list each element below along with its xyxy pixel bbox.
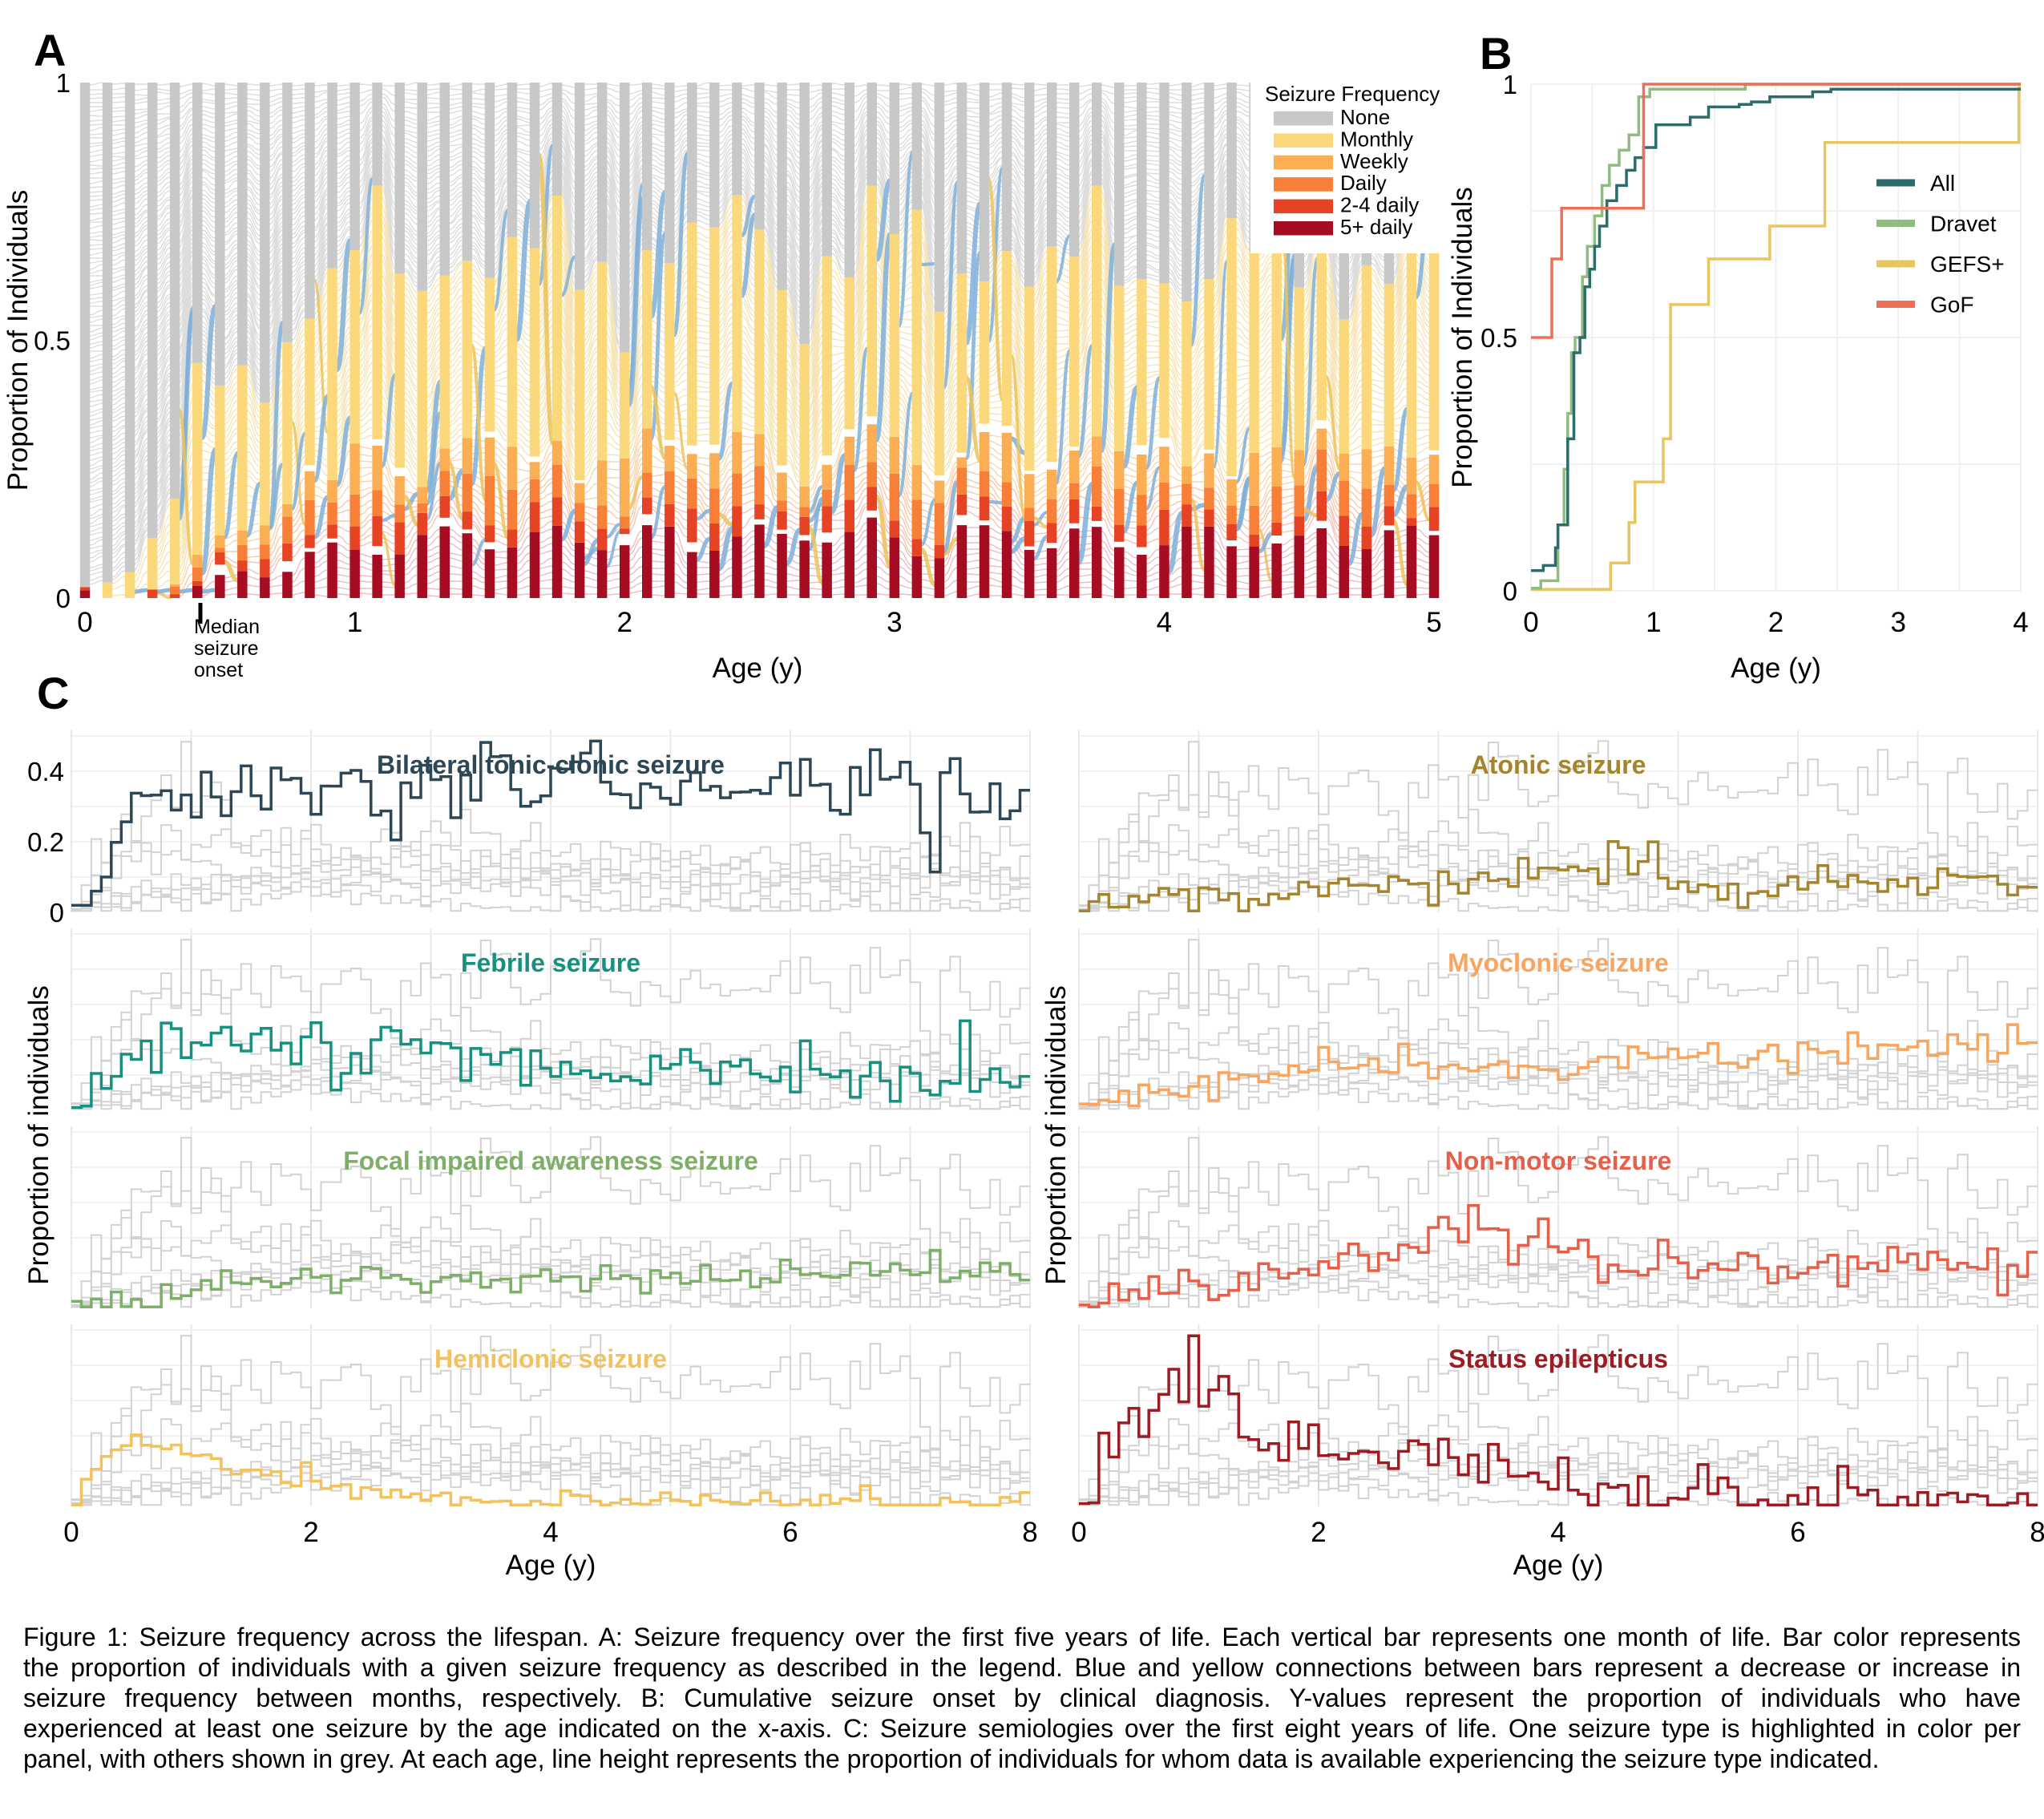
svg-text:Bilateral tonic-clonic seizure: Bilateral tonic-clonic seizure [377, 750, 725, 779]
svg-text:Febrile seizure: Febrile seizure [461, 948, 640, 977]
svg-text:B: B [1480, 28, 1512, 79]
svg-text:Non-motor seizure: Non-motor seizure [1445, 1146, 1672, 1175]
svg-text:Seizure Frequency: Seizure Frequency [1265, 82, 1440, 106]
svg-text:GoF: GoF [1930, 293, 1973, 317]
svg-text:3: 3 [887, 607, 902, 638]
svg-text:Proportion of Individuals: Proportion of Individuals [1447, 187, 1478, 488]
svg-text:Proportion of Individuals: Proportion of Individuals [2, 190, 34, 491]
svg-text:0: 0 [56, 584, 71, 613]
svg-text:8: 8 [2030, 1517, 2044, 1548]
svg-text:2-4 daily: 2-4 daily [1340, 193, 1419, 217]
svg-text:8: 8 [1022, 1517, 1037, 1548]
svg-text:GEFS+: GEFS+ [1930, 252, 2005, 277]
svg-text:C: C [37, 668, 69, 718]
svg-text:2: 2 [1311, 1517, 1326, 1548]
svg-text:6: 6 [782, 1517, 798, 1548]
svg-text:0.2: 0.2 [27, 827, 64, 857]
svg-text:Dravet: Dravet [1930, 212, 1997, 236]
svg-text:1: 1 [56, 68, 71, 98]
svg-text:0: 0 [77, 607, 92, 638]
svg-text:1: 1 [1503, 70, 1517, 99]
svg-text:Atonic seizure: Atonic seizure [1471, 750, 1646, 779]
svg-text:Median: Median [194, 616, 260, 638]
svg-text:6: 6 [1790, 1517, 1805, 1548]
svg-text:Age (y): Age (y) [1513, 1550, 1604, 1581]
svg-text:0: 0 [50, 898, 64, 928]
svg-text:0.5: 0.5 [34, 326, 71, 356]
svg-text:0: 0 [1071, 1517, 1086, 1548]
svg-text:4: 4 [1550, 1517, 1565, 1548]
svg-text:0.4: 0.4 [27, 757, 64, 786]
svg-text:0: 0 [63, 1517, 79, 1548]
svg-text:0.5: 0.5 [1480, 323, 1517, 353]
svg-text:4: 4 [1157, 607, 1172, 638]
svg-text:onset: onset [194, 659, 243, 681]
svg-text:Status epilepticus: Status epilepticus [1448, 1344, 1668, 1373]
svg-text:2: 2 [1768, 607, 1783, 638]
svg-text:Daily: Daily [1340, 171, 1387, 195]
svg-text:seizure: seizure [194, 637, 259, 660]
svg-text:4: 4 [2013, 607, 2028, 638]
svg-text:Age (y): Age (y) [1731, 653, 1821, 684]
svg-text:All: All [1930, 171, 1955, 196]
svg-text:Age (y): Age (y) [506, 1550, 596, 1581]
svg-text:Myoclonic seizure: Myoclonic seizure [1448, 948, 1669, 977]
svg-text:3: 3 [1890, 607, 1905, 638]
svg-text:5: 5 [1426, 607, 1441, 638]
svg-text:Proportion of individuals: Proportion of individuals [23, 985, 55, 1285]
svg-text:A: A [34, 25, 66, 75]
svg-text:1: 1 [1646, 607, 1661, 638]
svg-text:Hemiclonic seizure: Hemiclonic seizure [434, 1344, 667, 1373]
svg-text:Weekly: Weekly [1340, 149, 1408, 173]
svg-text:None: None [1340, 105, 1390, 129]
svg-text:4: 4 [543, 1517, 558, 1548]
svg-text:0: 0 [1503, 576, 1517, 606]
svg-text:0: 0 [1523, 607, 1538, 638]
svg-text:Focal impaired awareness seizu: Focal impaired awareness seizure [343, 1146, 758, 1175]
svg-text:5+ daily: 5+ daily [1340, 215, 1412, 239]
svg-text:Monthly: Monthly [1340, 127, 1413, 151]
svg-text:2: 2 [303, 1517, 318, 1548]
svg-text:Age (y): Age (y) [713, 653, 803, 684]
svg-text:2: 2 [616, 607, 632, 638]
svg-text:1: 1 [347, 607, 362, 638]
svg-text:Proportion of individuals: Proportion of individuals [1040, 985, 1072, 1285]
